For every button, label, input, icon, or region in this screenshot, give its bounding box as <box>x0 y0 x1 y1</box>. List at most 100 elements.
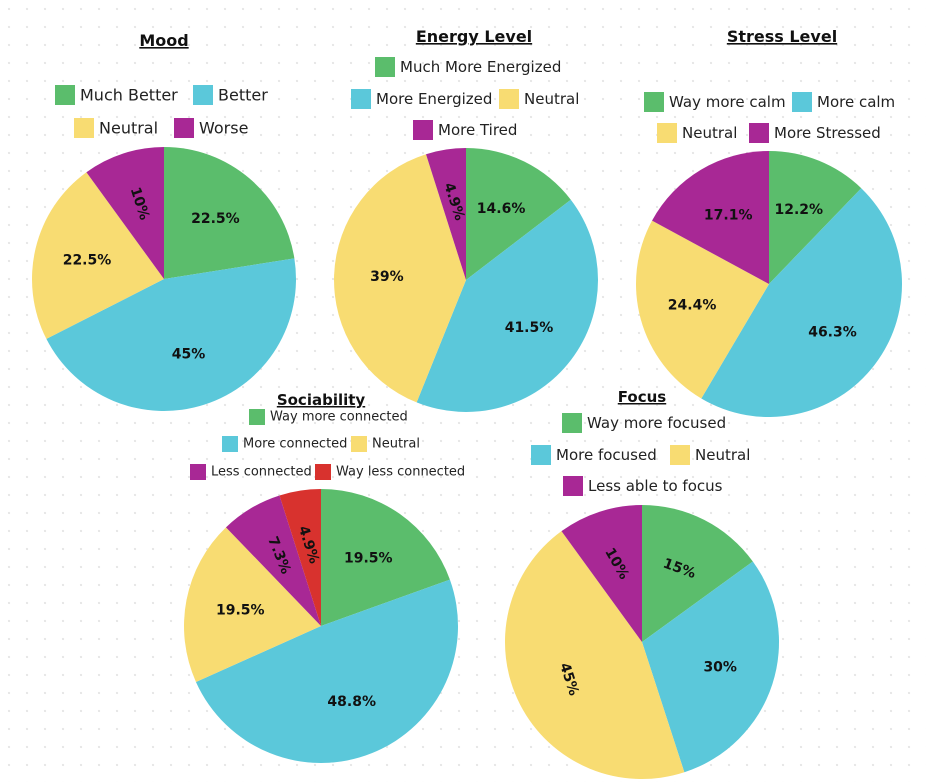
legend-entry: Neutral <box>499 89 579 109</box>
legend-swatch <box>193 85 213 105</box>
legend-swatch <box>792 92 812 112</box>
pie-slice <box>279 489 321 626</box>
pie-slice <box>321 488 450 626</box>
pie-slice <box>561 505 642 642</box>
slice-percent-label: 46.3% <box>808 324 857 340</box>
legend-swatch <box>562 413 582 433</box>
pie-slice <box>769 151 862 284</box>
legend-label: Worse <box>199 119 248 138</box>
slice-percent-label: 22.5% <box>191 211 240 227</box>
pie-slice <box>642 561 780 773</box>
legend-label: Way more calm <box>669 93 786 111</box>
legend-swatch <box>351 436 367 452</box>
chart-title: Sociability <box>277 391 366 409</box>
legend-entry: More connected <box>222 436 347 452</box>
pie-slice <box>652 151 769 284</box>
pie-slice <box>32 172 164 339</box>
slice-percent-label: 19.5% <box>216 602 265 618</box>
pie-slice <box>635 220 769 399</box>
pie-slice <box>426 148 466 280</box>
legend-label: Neutral <box>99 119 158 138</box>
legend-swatch <box>55 85 75 105</box>
legend-swatch <box>413 120 433 140</box>
legend-label: Way less connected <box>336 465 465 480</box>
legend-entry: More Energized <box>351 89 492 109</box>
legend-entry: More focused <box>531 445 657 465</box>
legend-entry: Neutral <box>74 118 158 138</box>
legend-label: Neutral <box>695 446 750 464</box>
legend-swatch <box>375 57 395 77</box>
legend-swatch <box>249 409 265 425</box>
pie-slice <box>195 579 458 763</box>
legend-entry: Much Better <box>55 85 178 105</box>
pie-slice <box>184 527 321 682</box>
legend-entry: Neutral <box>657 123 737 143</box>
slice-percent-label: 12.2% <box>775 202 824 218</box>
legend-entry: Neutral <box>670 445 750 465</box>
legend-swatch <box>563 476 583 496</box>
legend-swatch <box>657 123 677 143</box>
legend-label: More Tired <box>438 121 517 139</box>
pie-slice <box>334 154 466 403</box>
legend-label: Better <box>218 86 268 105</box>
pie-chart-3: Stress Level Way more calm More calm Neutra… <box>635 27 903 418</box>
slice-percent-label: 45% <box>172 346 206 362</box>
legend-entry: Way more calm <box>644 92 786 112</box>
legend-label: More focused <box>556 446 657 464</box>
pie-slice <box>701 188 903 418</box>
slice-percent-label: 30% <box>703 659 737 675</box>
legend-label: Neutral <box>524 90 579 108</box>
pie-slice <box>86 147 164 279</box>
legend-label: More calm <box>817 93 895 111</box>
legend-entry: Way less connected <box>315 464 465 480</box>
legend-swatch <box>74 118 94 138</box>
legend-swatch <box>190 464 206 480</box>
legend-label: Way more focused <box>587 414 726 432</box>
legend-label: Way more connected <box>270 410 408 425</box>
legend-entry: More Tired <box>413 120 517 140</box>
pie-chart-1: Mood Much Better Better Neutral Worse 22.5% 45… <box>32 31 296 411</box>
legend-label: Much More Energized <box>400 58 561 76</box>
slice-percent-label: 22.5% <box>63 253 112 269</box>
chart-title: Stress Level <box>727 27 837 46</box>
slice-percent-label: 19.5% <box>344 551 393 567</box>
legend-entry: Better <box>193 85 268 105</box>
legend-swatch <box>499 89 519 109</box>
legend-label: More connected <box>243 437 347 452</box>
pie-slice <box>642 505 753 642</box>
legend-entry: More Stressed <box>749 123 881 143</box>
legend-swatch <box>531 445 551 465</box>
pie-slice <box>466 148 571 280</box>
legend-swatch <box>174 118 194 138</box>
chart-title: Energy Level <box>416 27 532 46</box>
slice-percent-label: 14.6% <box>477 201 526 217</box>
legend-entry: Much More Energized <box>375 57 561 77</box>
legend-swatch <box>222 436 238 452</box>
legend-label: More Energized <box>376 90 492 108</box>
pie-slice <box>225 495 321 626</box>
legend-entry: Neutral <box>351 436 420 452</box>
legend-entry: Less able to focus <box>563 476 723 496</box>
pie-slice <box>504 531 685 779</box>
legend-swatch <box>315 464 331 480</box>
slice-percent-label: 48.8% <box>327 694 376 710</box>
legend-label: Less able to focus <box>588 477 723 495</box>
slice-percent-label: 17.1% <box>704 207 753 223</box>
legend-label: Much Better <box>80 86 178 105</box>
slice-percent-label: 39% <box>370 269 404 285</box>
legend-label: Neutral <box>372 437 420 452</box>
pie-chart-5: Focus Way more focused More focused Neutral… <box>504 388 780 779</box>
legend-swatch <box>749 123 769 143</box>
legend-entry: Less connected <box>190 464 312 480</box>
legend-swatch <box>670 445 690 465</box>
legend-entry: Way more focused <box>562 413 726 433</box>
legend-label: Less connected <box>211 465 312 480</box>
pie-slice <box>46 258 296 411</box>
legend-entry: More calm <box>792 92 895 112</box>
legend-label: Neutral <box>682 124 737 142</box>
legend-swatch <box>644 92 664 112</box>
legend-entry: Way more connected <box>249 409 408 425</box>
slice-percent-label: 24.4% <box>668 297 717 313</box>
